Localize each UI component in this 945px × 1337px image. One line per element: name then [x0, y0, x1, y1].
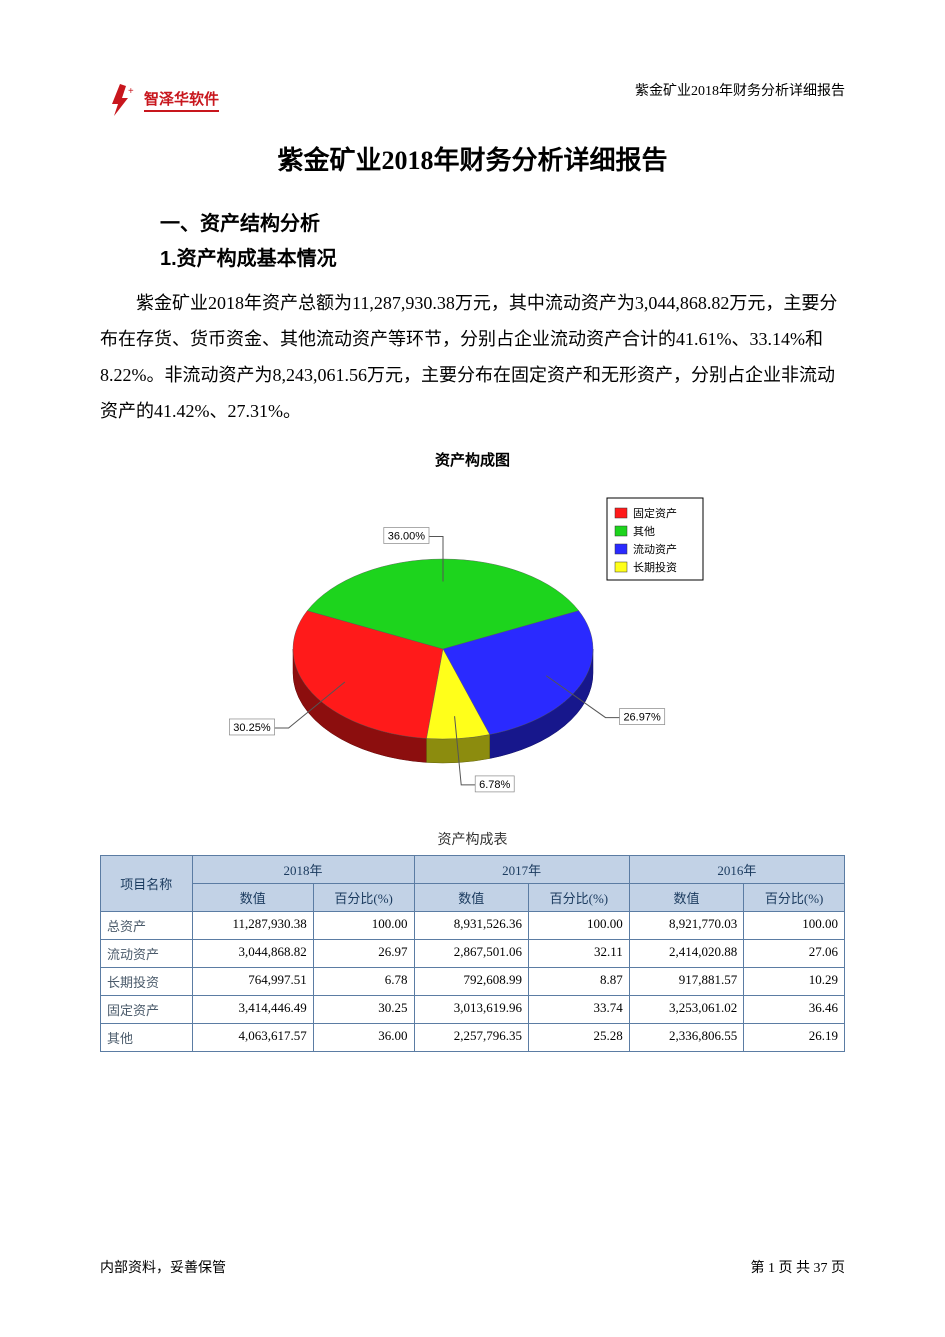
- logo: + 智泽华软件: [100, 80, 219, 120]
- table-caption: 资产构成表: [100, 829, 845, 849]
- cell-value: 3,013,619.96: [414, 996, 528, 1024]
- logo-icon: +: [100, 80, 140, 120]
- legend-swatch: [615, 526, 627, 536]
- table-body: 总资产11,287,930.38100.008,931,526.36100.00…: [101, 912, 845, 1052]
- cell-pct: 100.00: [529, 912, 630, 940]
- col-project: 项目名称: [101, 856, 193, 912]
- footer-left: 内部资料，妥善保管: [100, 1257, 226, 1277]
- cell-pct: 36.00: [313, 1024, 414, 1052]
- cell-value: 3,253,061.02: [629, 996, 743, 1024]
- asset-composition-table: 项目名称 2018年 2017年 2016年 数值 百分比(%) 数值 百分比(…: [100, 855, 845, 1052]
- intro-paragraph: 紫金矿业2018年资产总额为11,287,930.38万元，其中流动资产为3,0…: [100, 285, 845, 429]
- footer-right: 第 1 页 共 37 页: [751, 1257, 846, 1277]
- row-label: 长期投资: [101, 968, 193, 996]
- pie-pct-label: 26.97%: [623, 712, 661, 724]
- cell-value: 4,063,617.57: [192, 1024, 313, 1052]
- asset-pie-chart: 资产构成图 30.25% 36.00% 26.97% 6.78% 固定资产其他流动资产…: [100, 449, 845, 809]
- subcol-value: 数值: [192, 884, 313, 912]
- cell-pct: 33.74: [529, 996, 630, 1024]
- chart-title: 资产构成图: [100, 449, 845, 470]
- pie-chart-svg: 30.25% 36.00% 26.97% 6.78% 固定资产其他流动资产长期投资: [213, 474, 733, 804]
- cell-pct: 10.29: [744, 968, 845, 996]
- cell-value: 2,414,020.88: [629, 940, 743, 968]
- logo-text: 智泽华软件: [144, 88, 219, 112]
- legend-swatch: [615, 544, 627, 554]
- cell-pct: 6.78: [313, 968, 414, 996]
- cell-value: 917,881.57: [629, 968, 743, 996]
- pie-pct-label: 36.00%: [387, 531, 425, 543]
- cell-value: 3,044,868.82: [192, 940, 313, 968]
- legend-swatch: [615, 508, 627, 518]
- col-year-2018: 2018年: [192, 856, 414, 884]
- legend-label: 长期投资: [633, 560, 677, 574]
- svg-text:+: +: [128, 86, 134, 97]
- page-title: 紫金矿业2018年财务分析详细报告: [100, 140, 845, 177]
- section-1-heading: 一、资产结构分析: [160, 207, 845, 236]
- subcol-value: 数值: [629, 884, 743, 912]
- table-row: 长期投资764,997.516.78792,608.998.87917,881.…: [101, 968, 845, 996]
- col-year-2017: 2017年: [414, 856, 629, 884]
- legend-label: 其他: [633, 525, 655, 538]
- cell-value: 3,414,446.49: [192, 996, 313, 1024]
- row-label: 其他: [101, 1024, 193, 1052]
- row-label: 固定资产: [101, 996, 193, 1024]
- cell-pct: 36.46: [744, 996, 845, 1024]
- cell-pct: 25.28: [529, 1024, 630, 1052]
- legend-label: 固定资产: [633, 506, 677, 520]
- cell-value: 2,867,501.06: [414, 940, 528, 968]
- cell-value: 792,608.99: [414, 968, 528, 996]
- cell-value: 11,287,930.38: [192, 912, 313, 940]
- subcol-pct: 百分比(%): [313, 884, 414, 912]
- subcol-pct: 百分比(%): [744, 884, 845, 912]
- subcol-pct: 百分比(%): [529, 884, 630, 912]
- table-row: 总资产11,287,930.38100.008,931,526.36100.00…: [101, 912, 845, 940]
- table-row: 其他4,063,617.5736.002,257,796.3525.282,33…: [101, 1024, 845, 1052]
- pie-pct-label: 6.78%: [479, 779, 510, 791]
- table-head: 项目名称 2018年 2017年 2016年 数值 百分比(%) 数值 百分比(…: [101, 856, 845, 912]
- cell-pct: 100.00: [744, 912, 845, 940]
- pie-pct-label: 30.25%: [233, 722, 271, 734]
- header-right-text: 紫金矿业2018年财务分析详细报告: [635, 80, 845, 100]
- subcol-value: 数值: [414, 884, 528, 912]
- cell-pct: 26.19: [744, 1024, 845, 1052]
- cell-pct: 8.87: [529, 968, 630, 996]
- legend-label: 流动资产: [633, 542, 677, 556]
- cell-value: 764,997.51: [192, 968, 313, 996]
- section-1-1-heading: 1.资产构成基本情况: [160, 242, 845, 271]
- cell-value: 2,257,796.35: [414, 1024, 528, 1052]
- cell-pct: 30.25: [313, 996, 414, 1024]
- cell-value: 8,921,770.03: [629, 912, 743, 940]
- row-label: 总资产: [101, 912, 193, 940]
- col-year-2016: 2016年: [629, 856, 844, 884]
- table-row: 固定资产3,414,446.4930.253,013,619.9633.743,…: [101, 996, 845, 1024]
- cell-pct: 27.06: [744, 940, 845, 968]
- table-row: 流动资产3,044,868.8226.972,867,501.0632.112,…: [101, 940, 845, 968]
- page-header: + 智泽华软件 紫金矿业2018年财务分析详细报告: [100, 80, 845, 120]
- cell-pct: 26.97: [313, 940, 414, 968]
- row-label: 流动资产: [101, 940, 193, 968]
- legend-swatch: [615, 562, 627, 572]
- cell-value: 8,931,526.36: [414, 912, 528, 940]
- cell-pct: 100.00: [313, 912, 414, 940]
- page-footer: 内部资料，妥善保管 第 1 页 共 37 页: [100, 1257, 845, 1277]
- cell-value: 2,336,806.55: [629, 1024, 743, 1052]
- cell-pct: 32.11: [529, 940, 630, 968]
